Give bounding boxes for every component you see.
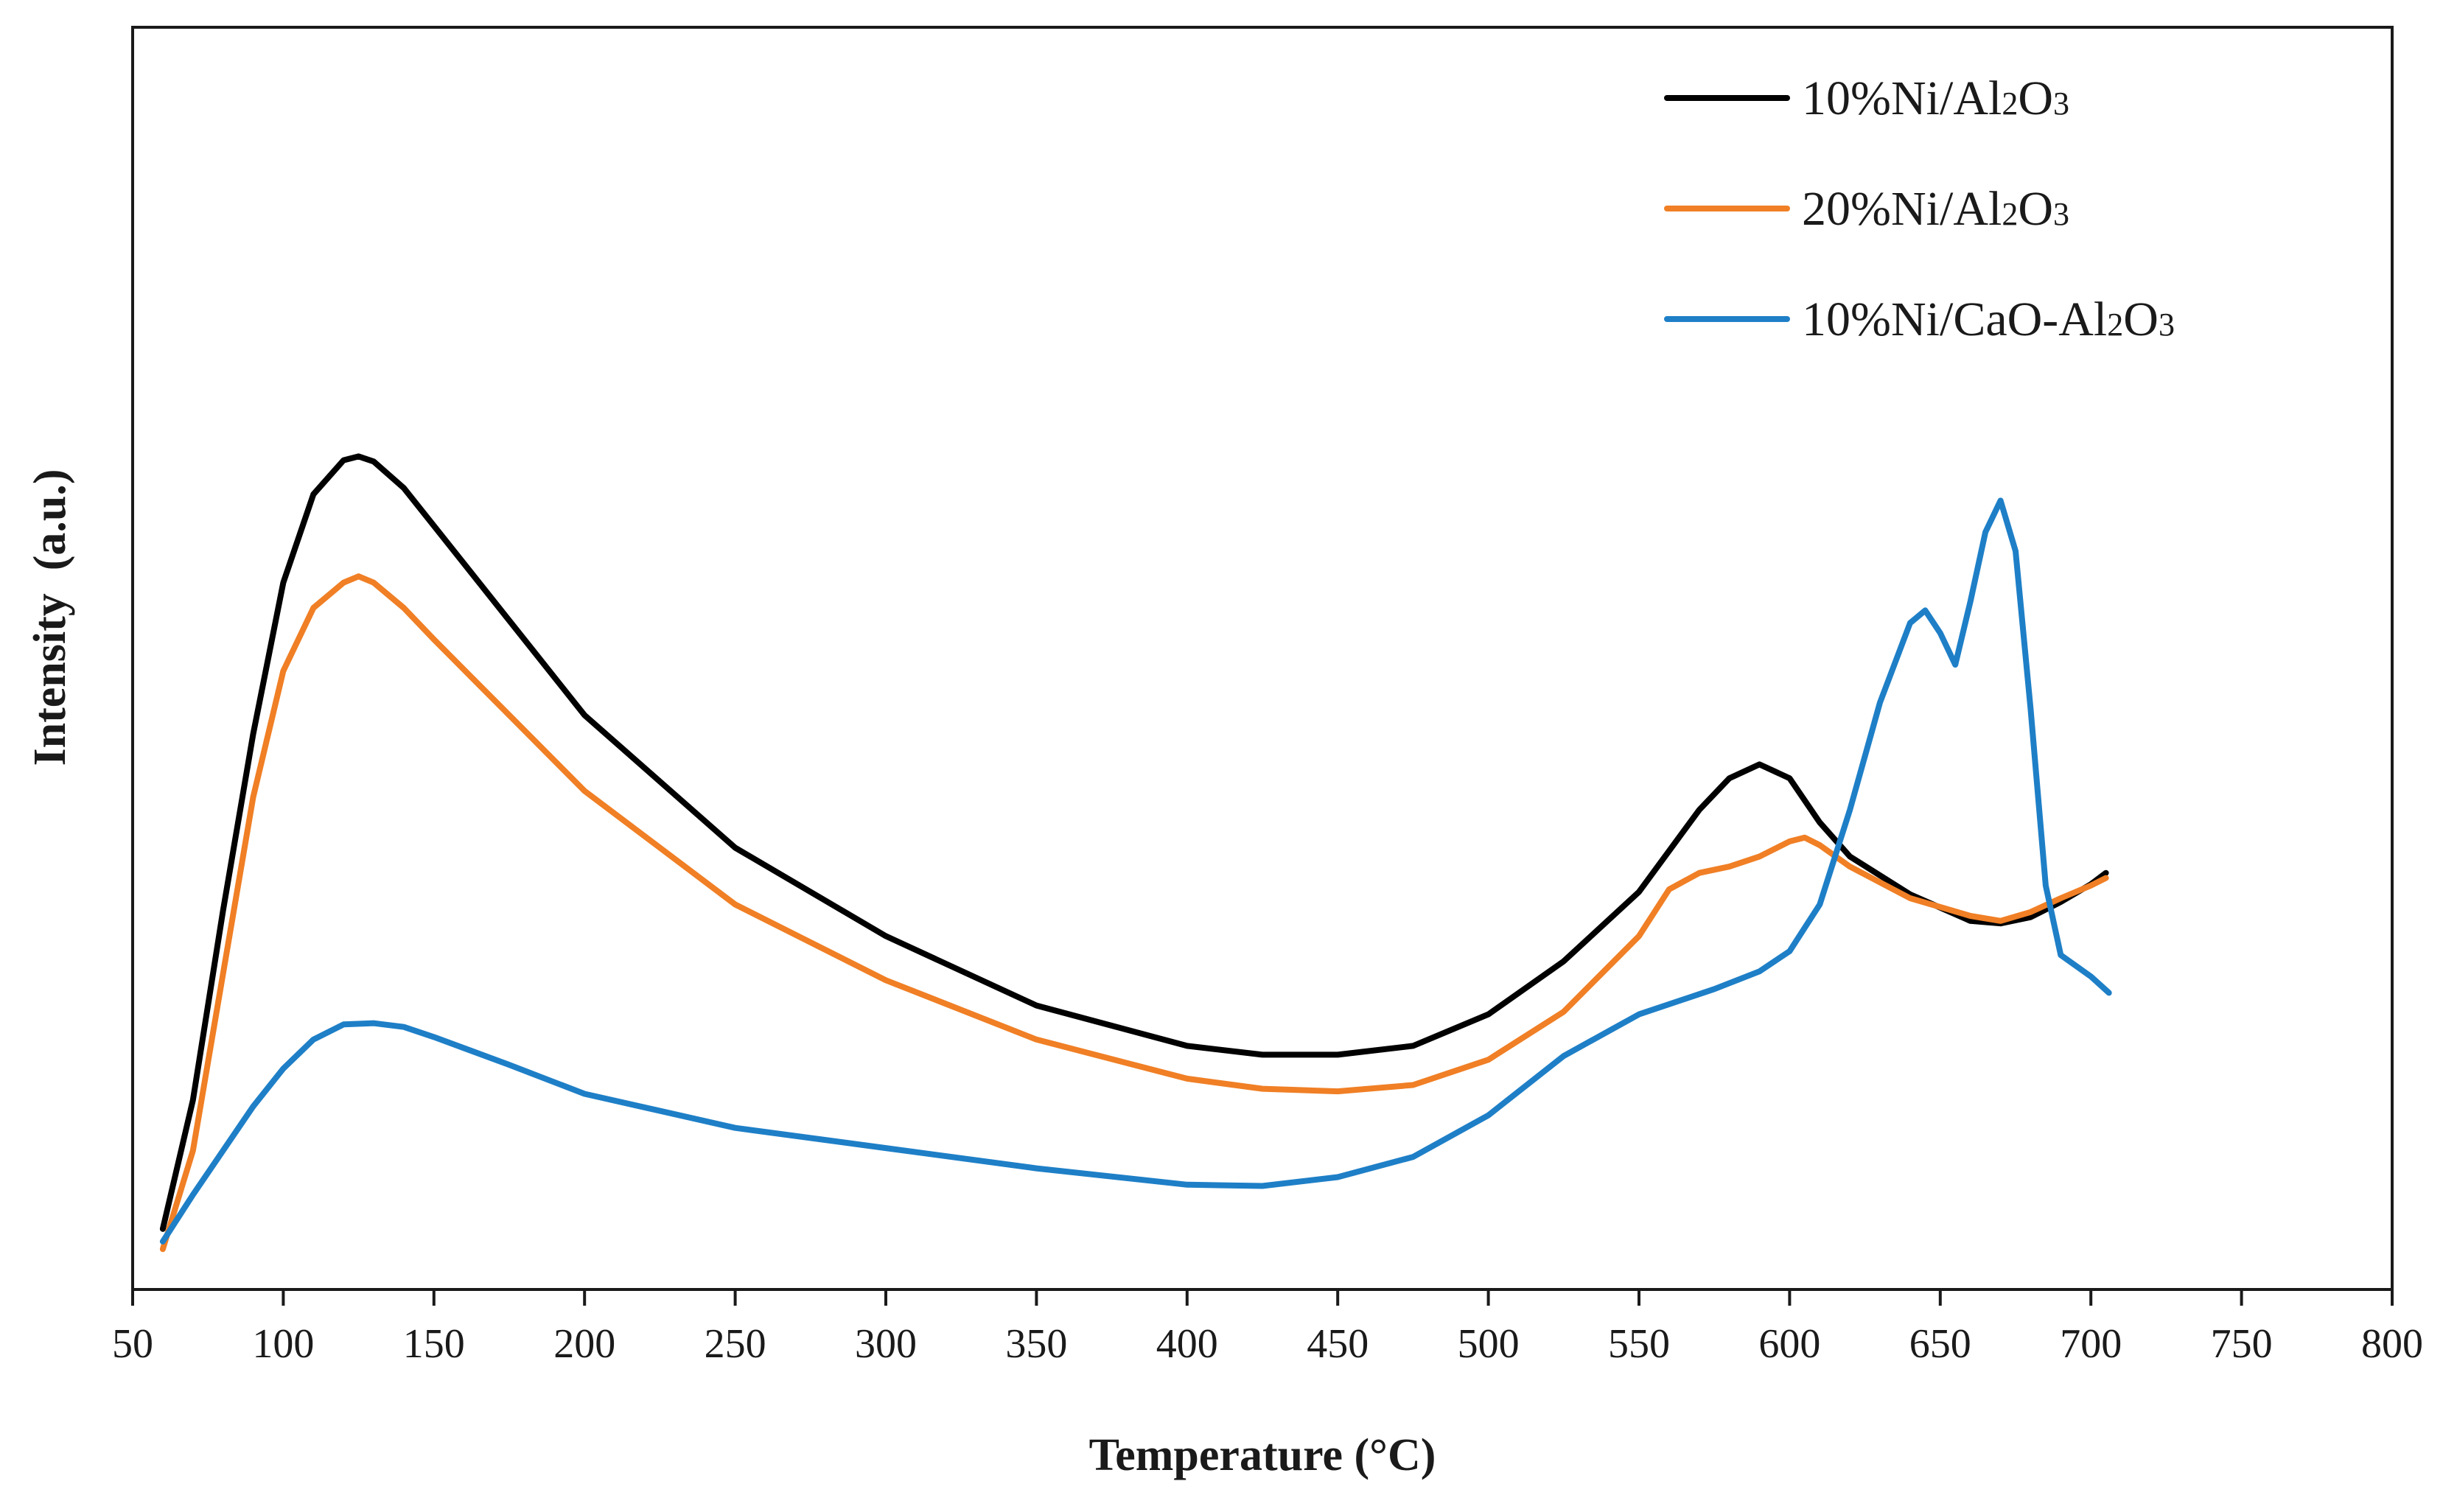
legend-text: O: [2018, 182, 2053, 236]
x-tick-label: 550: [1608, 1321, 1670, 1367]
series-line-2: [159, 573, 2109, 1253]
x-tick-label: 100: [252, 1321, 314, 1367]
x-tick-label: 600: [1758, 1321, 1820, 1367]
x-tick-label: 50: [112, 1321, 153, 1367]
x-tick-label: 800: [2361, 1321, 2423, 1367]
x-tick-label: 750: [2211, 1321, 2273, 1367]
legend-label: 10%Ni/Al2O3: [1802, 71, 2069, 125]
legend-text: O: [2123, 293, 2159, 346]
x-tick-label: 200: [553, 1321, 615, 1367]
x-tick-label: 700: [2060, 1321, 2122, 1367]
x-tick-label: 300: [855, 1321, 917, 1367]
x-tick-label: 650: [1909, 1321, 1971, 1367]
legend-subscript: 3: [2159, 307, 2175, 343]
x-axis-ticks: 50 100 150 200 250 300 350 400 450 500 550 600 650 70…: [112, 1289, 2423, 1367]
legend-text: O: [2018, 71, 2053, 125]
plot-frame: [131, 26, 2394, 1291]
legend-subscript: 3: [2053, 85, 2069, 122]
legend-label: 20%Ni/Al2O3: [1802, 182, 2069, 236]
legend-subscript: 2: [2107, 307, 2123, 343]
legend-text: 10%Ni/CaO-Al: [1802, 293, 2107, 346]
x-tick-label: 150: [403, 1321, 465, 1367]
x-tick-label: 350: [1005, 1321, 1067, 1367]
x-axis-title: Temperature (°C): [1089, 1430, 1436, 1480]
legend-label: 10%Ni/CaO-Al2O3: [1802, 293, 2175, 346]
legend-entry-1: 10%Ni/Al2O3: [1664, 71, 2069, 125]
x-tick-label: 400: [1156, 1321, 1218, 1367]
legend-text: 10%Ni/Al: [1802, 71, 2002, 125]
x-tick-label: 250: [705, 1321, 766, 1367]
legend-subscript: 2: [2002, 196, 2018, 232]
legend-entry-3: 10%Ni/CaO-Al2O3: [1664, 293, 2175, 346]
x-tick-label: 500: [1458, 1321, 1520, 1367]
y-axis-title: Intensity (a.u.): [25, 469, 75, 766]
x-tick-label: 450: [1307, 1321, 1369, 1367]
legend-text: 20%Ni/Al: [1802, 182, 2002, 236]
legend-subscript: 3: [2053, 196, 2069, 232]
series-layer: [159, 453, 2112, 1253]
legend-entry-2: 20%Ni/Al2O3: [1664, 182, 2069, 236]
legend-subscript: 2: [2002, 85, 2018, 122]
series-line-3: [159, 497, 2112, 1245]
